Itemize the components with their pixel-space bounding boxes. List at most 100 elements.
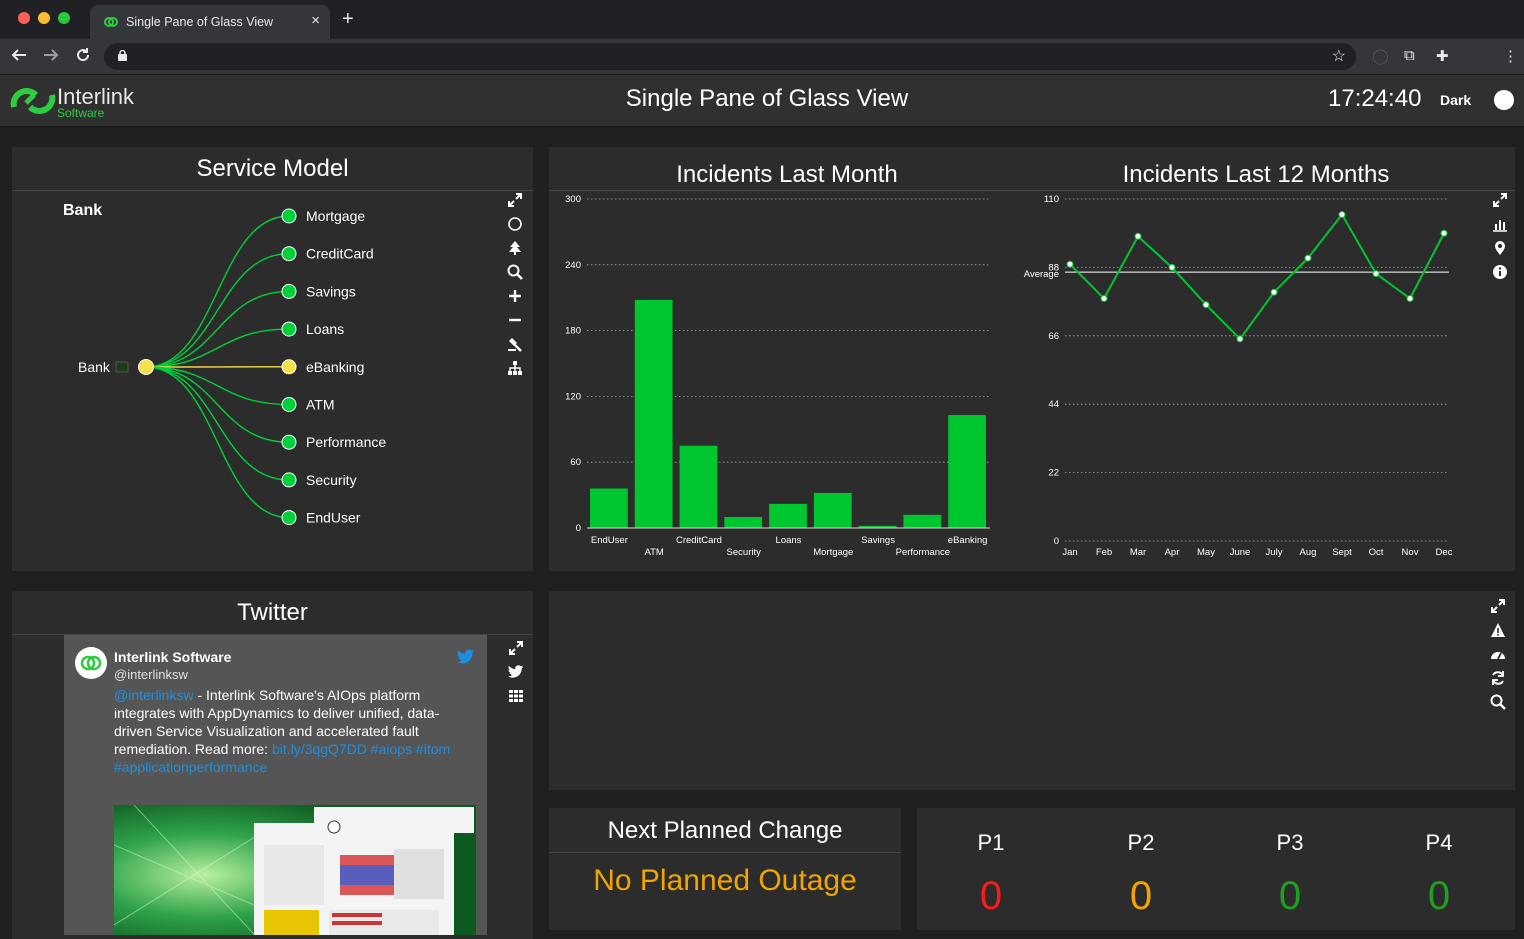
- map-marker-icon[interactable]: [1491, 240, 1509, 258]
- bar-atm[interactable]: [634, 299, 673, 528]
- tree-node-savings[interactable]: [281, 283, 297, 299]
- tree-node-label[interactable]: eBanking: [306, 359, 364, 375]
- warning-icon[interactable]: [1489, 622, 1507, 640]
- point-june[interactable]: [1236, 335, 1244, 343]
- tab-close-icon[interactable]: ×: [311, 12, 320, 29]
- service-tree[interactable]: Bank Mortgage CreditCard Savings Loans eBanki…: [12, 191, 512, 571]
- priority-count-p1[interactable]: 0: [979, 874, 1003, 918]
- priority-count-p4[interactable]: 0: [1427, 874, 1451, 918]
- tree-node-label[interactable]: Security: [306, 472, 357, 488]
- bar-performance[interactable]: [903, 514, 942, 528]
- puzzle-icon[interactable]: ✚: [1436, 48, 1449, 65]
- extension-icon[interactable]: ⧉: [1404, 47, 1415, 64]
- next-planned-change-value: No Planned Outage: [593, 864, 857, 897]
- tree-node-performance[interactable]: [281, 434, 297, 450]
- tree-node-label[interactable]: Loans: [306, 321, 344, 337]
- tree-node-label[interactable]: Mortgage: [306, 208, 365, 224]
- point-jan[interactable]: [1066, 260, 1074, 268]
- tree-root-label[interactable]: Bank: [78, 359, 111, 375]
- extension-icon[interactable]: ◯: [1372, 48, 1389, 65]
- tweet-media-image[interactable]: [114, 805, 476, 935]
- x-tick-label: Oct: [1369, 547, 1384, 558]
- browser-menu-icon[interactable]: ⋮: [1503, 48, 1518, 65]
- refresh-icon[interactable]: [1489, 670, 1507, 688]
- bar-creditcard[interactable]: [679, 445, 718, 528]
- bar-ebanking[interactable]: [948, 415, 986, 528]
- tree-node-atm[interactable]: [281, 397, 297, 412]
- expand-icon[interactable]: [507, 640, 525, 658]
- forward-arrow-icon[interactable]: [42, 46, 60, 69]
- point-apr[interactable]: [1168, 263, 1176, 271]
- tweet-author-handle[interactable]: @interlinksw: [114, 667, 188, 682]
- gavel-icon[interactable]: [506, 336, 524, 354]
- tree-node-label[interactable]: CreditCard: [306, 246, 374, 262]
- zoom-in-icon[interactable]: [506, 288, 524, 306]
- tree-node-label[interactable]: EndUser: [306, 510, 361, 526]
- search-icon[interactable]: [506, 264, 524, 282]
- twitter-bird-icon[interactable]: [457, 649, 475, 665]
- browser-toolbar: ☆ ◯ ⧉ ✚ ⋮: [0, 39, 1524, 75]
- point-aug[interactable]: [1304, 254, 1312, 262]
- tweet-card[interactable]: Interlink Software @interlinksw @interli…: [64, 635, 487, 935]
- priority-count-p3[interactable]: 0: [1278, 874, 1302, 918]
- y-tick-label: 0: [576, 523, 581, 534]
- tweet-mention-link[interactable]: @interlinksw: [114, 687, 194, 703]
- new-tab-button[interactable]: +: [342, 8, 354, 30]
- tweet-author-name[interactable]: Interlink Software: [114, 649, 232, 665]
- tree-node-label[interactable]: ATM: [306, 397, 335, 413]
- tweet-hashtag-links[interactable]: bit.ly/3qgQ7DD #aiops #itom #application…: [114, 741, 451, 775]
- tree-node-ebanking[interactable]: [281, 359, 297, 375]
- next-planned-change-title: Next Planned Change: [607, 817, 843, 844]
- reload-icon[interactable]: [74, 46, 92, 69]
- service-model-title: Service Model: [196, 155, 349, 182]
- point-feb[interactable]: [1100, 294, 1108, 302]
- theme-toggle[interactable]: [1494, 90, 1514, 110]
- circle-icon[interactable]: [506, 216, 524, 234]
- point-mar[interactable]: [1134, 232, 1142, 240]
- grid-icon[interactable]: [507, 688, 525, 706]
- point-july[interactable]: [1270, 288, 1278, 296]
- bar-loans[interactable]: [769, 503, 807, 528]
- tree-node-enduser[interactable]: [281, 510, 297, 526]
- info-icon[interactable]: [1491, 264, 1509, 282]
- x-tick-label: Nov: [1402, 547, 1419, 558]
- tree-node-label[interactable]: Savings: [306, 283, 356, 299]
- priority-count-p2[interactable]: 0: [1129, 874, 1153, 918]
- tree-node-creditcard[interactable]: [281, 246, 297, 262]
- incidents-panel: Incidents Last Month Incidents Last 12 M…: [549, 147, 1515, 571]
- dashboard-gauge-icon[interactable]: [1489, 646, 1507, 664]
- expand-icon[interactable]: [506, 192, 524, 210]
- priority-counts-panel: P1 0 P2 0 P3 0 P4 0: [917, 808, 1515, 930]
- tree-node-loans[interactable]: [281, 321, 297, 337]
- window-maximize-button[interactable]: [58, 12, 70, 24]
- address-bar[interactable]: ☆: [104, 43, 1356, 70]
- zoom-out-icon[interactable]: [506, 312, 524, 330]
- point-oct[interactable]: [1372, 270, 1380, 278]
- bar-security[interactable]: [724, 517, 763, 528]
- x-tick-label: Loans: [776, 535, 802, 546]
- tree-root-node[interactable]: [138, 359, 154, 375]
- tree-node-security[interactable]: [281, 472, 297, 488]
- back-arrow-icon[interactable]: [10, 46, 28, 69]
- bar-mortgage[interactable]: [813, 492, 852, 528]
- bar-savings[interactable]: [858, 525, 897, 528]
- tree-icon[interactable]: [506, 240, 524, 258]
- point-sept[interactable]: [1338, 211, 1346, 219]
- sitemap-icon[interactable]: [506, 360, 524, 378]
- window-close-button[interactable]: [18, 12, 30, 24]
- search-icon[interactable]: [1489, 694, 1507, 712]
- bar-chart-icon[interactable]: [1491, 216, 1509, 234]
- tree-node-mortgage[interactable]: [281, 208, 297, 224]
- point-may[interactable]: [1202, 301, 1210, 309]
- twitter-icon[interactable]: [507, 664, 525, 682]
- bar-enduser[interactable]: [590, 488, 628, 528]
- bookmark-star-icon[interactable]: ☆: [1331, 48, 1346, 65]
- point-dec[interactable]: [1440, 229, 1448, 237]
- browser-tab[interactable]: Single Pane of Glass View ×: [90, 5, 330, 39]
- window-minimize-button[interactable]: [38, 12, 50, 24]
- expand-icon[interactable]: [1489, 598, 1507, 616]
- point-nov[interactable]: [1406, 294, 1414, 302]
- priority-label-p3: P3: [1276, 830, 1304, 855]
- expand-icon[interactable]: [1491, 192, 1509, 210]
- tree-node-label[interactable]: Performance: [306, 434, 386, 450]
